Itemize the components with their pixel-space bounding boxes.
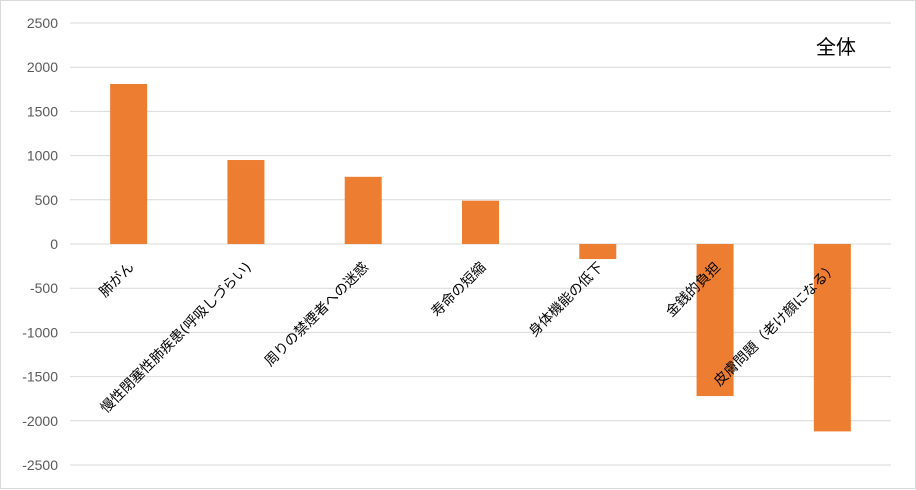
y-tick-label: -2500	[22, 457, 58, 473]
y-tick-label: 0	[50, 236, 58, 252]
y-tick-label: -2000	[22, 413, 58, 429]
bar	[696, 244, 734, 397]
bar	[813, 244, 851, 432]
y-tick-label: 1500	[27, 103, 58, 119]
y-tick-label: 1000	[27, 148, 58, 164]
x-tick-label: 身体機能の低下	[526, 260, 607, 341]
y-tick-label: -500	[30, 280, 58, 296]
chart-title: 全体	[816, 35, 856, 59]
bar	[227, 160, 265, 244]
bar	[344, 176, 382, 244]
y-tick-label: -1500	[22, 369, 58, 385]
x-tick-label: 肺がん	[96, 260, 137, 301]
bar	[110, 83, 148, 244]
x-tick-label: 周りの禁煙者への迷惑	[262, 260, 372, 370]
x-tick-label: 寿命の短縮	[428, 259, 490, 321]
y-tick-label: -1000	[22, 324, 58, 340]
y-tick-label: 2000	[27, 59, 58, 75]
y-tick-label: 500	[35, 192, 59, 208]
y-tick-label: 2500	[27, 15, 58, 31]
bar	[462, 200, 499, 244]
bar	[579, 244, 617, 260]
